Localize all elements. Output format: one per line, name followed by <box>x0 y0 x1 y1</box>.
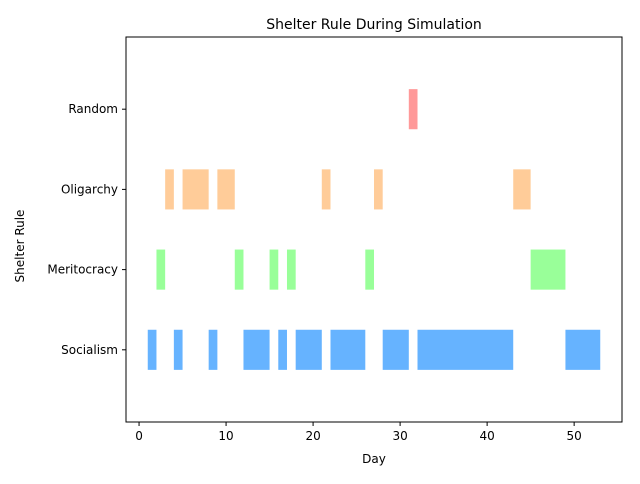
y-axis-label: Shelter Rule <box>13 210 27 283</box>
x-tick-label: 50 <box>566 429 581 443</box>
bar-oligarchy <box>374 169 383 210</box>
bar-oligarchy <box>165 169 174 210</box>
y-tick-label: Oligarchy <box>61 182 118 196</box>
bar-socialism <box>147 329 157 370</box>
x-tick-label: 0 <box>135 429 143 443</box>
bar-meritocracy <box>269 249 279 290</box>
bar-meritocracy <box>234 249 244 290</box>
bar-socialism <box>330 329 366 370</box>
bar-socialism <box>278 329 287 370</box>
bar-socialism <box>173 329 183 370</box>
y-tick-label: Socialism <box>61 343 118 357</box>
bar-socialism <box>243 329 270 370</box>
x-tick-label: 20 <box>305 429 320 443</box>
x-axis-label: Day <box>362 452 386 466</box>
bar-oligarchy <box>182 169 209 210</box>
bar-meritocracy <box>365 249 374 290</box>
bar-socialism <box>208 329 218 370</box>
axes-frame <box>125 36 623 423</box>
bar-socialism <box>382 329 409 370</box>
bar-meritocracy <box>286 249 296 290</box>
bar-socialism <box>295 329 322 370</box>
y-tick-label: Random <box>68 102 118 116</box>
bar-meritocracy <box>530 249 566 290</box>
y-tick-label: Meritocracy <box>47 263 118 277</box>
x-tick-label: 10 <box>218 429 233 443</box>
bar-oligarchy <box>217 169 235 210</box>
bar-socialism <box>417 329 514 370</box>
chart-title: Shelter Rule During Simulation <box>266 17 482 33</box>
bar-oligarchy <box>513 169 531 210</box>
bar-meritocracy <box>156 249 166 290</box>
bar-oligarchy <box>321 169 331 210</box>
bar-socialism <box>565 329 601 370</box>
plot-area: 0 10 20 30 40 50 Socialism Meritocracy Oligarchy… <box>47 36 623 443</box>
bar-random <box>408 89 418 130</box>
x-tick-label: 40 <box>479 429 494 443</box>
x-tick-label: 30 <box>392 429 407 443</box>
